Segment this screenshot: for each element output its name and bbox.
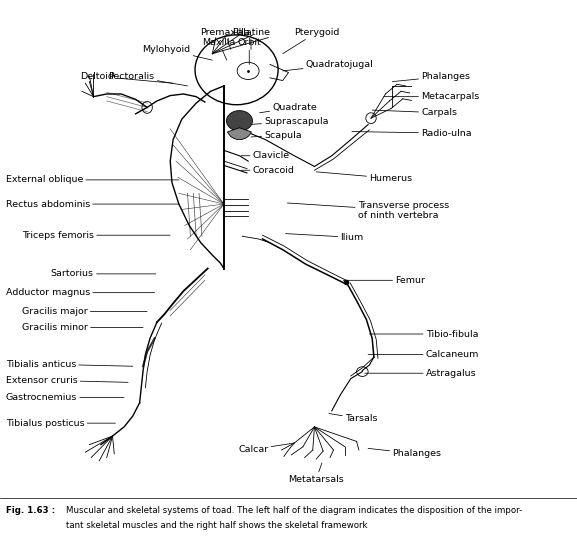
Text: Orbit: Orbit <box>237 39 261 64</box>
Text: Pterygoid: Pterygoid <box>283 28 340 54</box>
Wedge shape <box>227 128 252 140</box>
Text: Transverse process
of ninth vertebra: Transverse process of ninth vertebra <box>287 201 449 220</box>
Text: Tibialis anticus: Tibialis anticus <box>6 360 133 368</box>
Ellipse shape <box>226 111 252 131</box>
Text: Premaxilla: Premaxilla <box>200 28 250 49</box>
Text: Suprascapula: Suprascapula <box>248 117 329 126</box>
Text: Sartorius: Sartorius <box>51 270 156 278</box>
Text: External oblique: External oblique <box>6 176 179 184</box>
Text: Coracoid: Coracoid <box>241 166 295 175</box>
Text: Ilium: Ilium <box>286 233 364 242</box>
Text: Gracilis minor: Gracilis minor <box>22 323 143 332</box>
Text: Maxilla: Maxilla <box>203 39 236 60</box>
Text: Scapula: Scapula <box>251 131 302 140</box>
Text: Carpals: Carpals <box>372 108 457 117</box>
Text: Metatarsals: Metatarsals <box>288 463 344 483</box>
Text: Muscular and skeletal systems of toad. The left half of the diagram indicates th: Muscular and skeletal systems of toad. T… <box>66 506 523 515</box>
Text: Quadrate: Quadrate <box>260 103 317 113</box>
Text: Humerus: Humerus <box>316 172 413 183</box>
Text: Clavicle: Clavicle <box>241 151 290 160</box>
Text: tant skeletal muscles and the right half shows the skeletal framework: tant skeletal muscles and the right half… <box>66 521 368 530</box>
Text: Deltoid: Deltoid <box>80 72 173 83</box>
Text: Tibialus posticus: Tibialus posticus <box>6 419 115 427</box>
Text: Calcar: Calcar <box>238 443 294 454</box>
Text: Femur: Femur <box>343 276 425 285</box>
Text: Metacarpals: Metacarpals <box>384 92 479 101</box>
Text: Tibio-fibula: Tibio-fibula <box>369 330 478 338</box>
Text: Extensor cruris: Extensor cruris <box>6 376 128 384</box>
Text: Palatine: Palatine <box>232 28 270 49</box>
Text: Radio-ulna: Radio-ulna <box>352 129 472 137</box>
Text: Gracilis major: Gracilis major <box>22 307 147 316</box>
Text: Astragalus: Astragalus <box>365 369 477 378</box>
Text: Quadratojugal: Quadratojugal <box>283 60 373 71</box>
Text: Triceps femoris: Triceps femoris <box>22 231 170 240</box>
Text: Adductor magnus: Adductor magnus <box>6 288 155 297</box>
Text: Phalanges: Phalanges <box>392 72 470 82</box>
Text: Fig. 1.63 :: Fig. 1.63 : <box>6 506 55 515</box>
Text: Mylohyoid: Mylohyoid <box>143 45 212 60</box>
Text: Rectus abdominis: Rectus abdominis <box>6 200 179 208</box>
Text: Tarsals: Tarsals <box>329 413 377 423</box>
Text: Pectoralis: Pectoralis <box>108 72 188 86</box>
Text: Phalanges: Phalanges <box>368 448 441 458</box>
Text: Gastrocnemius: Gastrocnemius <box>6 393 124 402</box>
Text: Calcaneum: Calcaneum <box>368 350 479 359</box>
